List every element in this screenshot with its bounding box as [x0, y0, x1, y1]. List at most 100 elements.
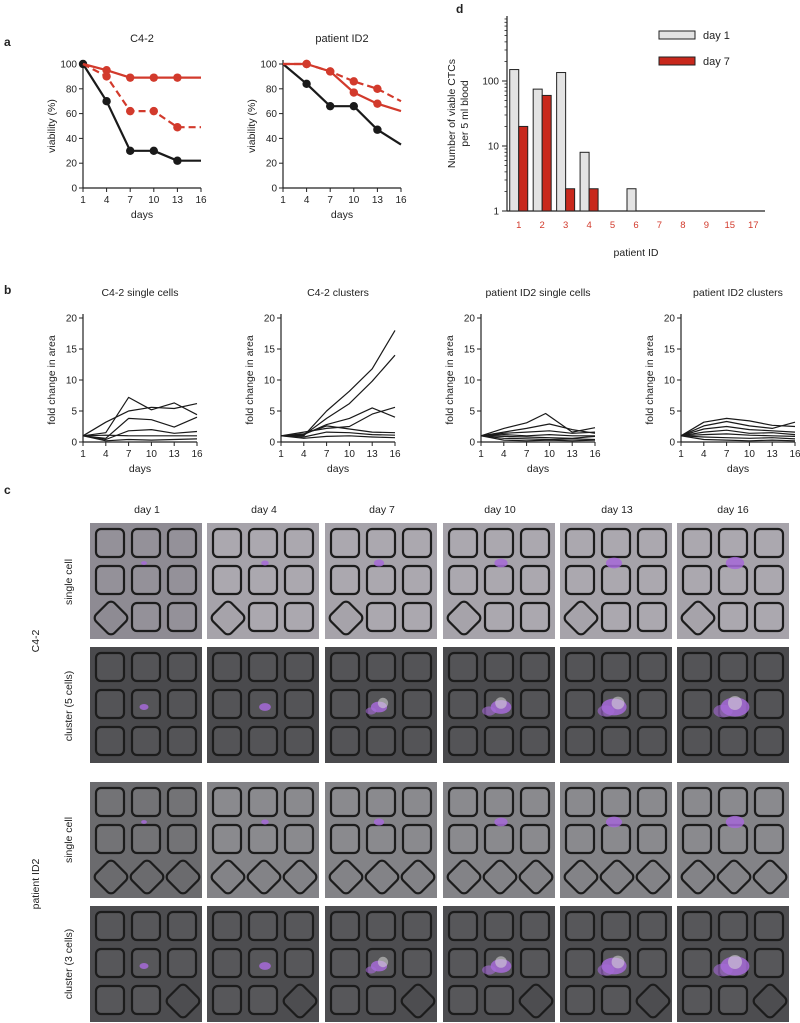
microwell	[447, 910, 479, 942]
data-point	[149, 106, 158, 116]
bar-day-7	[541, 94, 552, 212]
microwell	[283, 823, 315, 855]
microwell-diamond	[210, 859, 246, 895]
cell-signal	[605, 557, 623, 569]
microwell	[365, 527, 397, 559]
micrograph-tile	[443, 647, 555, 763]
microwell	[636, 725, 668, 757]
cell-signal	[373, 559, 385, 567]
x-tick-label: 16	[389, 449, 401, 460]
microwell	[211, 688, 243, 720]
x-tick-label: 4	[104, 195, 110, 206]
micrograph-tile	[90, 906, 202, 1022]
microwell	[519, 688, 551, 720]
series-line-1	[82, 396, 198, 437]
y-tick-label: 0	[271, 184, 277, 195]
series-line-3	[480, 430, 596, 437]
x-tick-label: 2	[540, 220, 545, 231]
column-label-day13: day 13	[601, 504, 633, 516]
microwell	[717, 564, 749, 596]
microwell	[283, 527, 315, 559]
x-tick-label: 7	[724, 449, 730, 460]
series-line-5	[680, 433, 796, 437]
microwell	[564, 527, 596, 559]
micrograph-tile	[90, 523, 202, 639]
y-axis-label-line2: per 5 ml blood	[459, 80, 471, 147]
microwell-diamond	[563, 600, 599, 636]
bar-day-1	[626, 188, 637, 212]
microwell	[564, 823, 596, 855]
microwell	[519, 601, 551, 633]
bar-day-7	[588, 188, 599, 212]
data-point	[173, 156, 182, 165]
tile-background	[560, 523, 672, 639]
microwell-diamond	[400, 983, 436, 1019]
data-point	[173, 73, 182, 82]
bar-day-1	[509, 69, 520, 212]
microwell	[247, 786, 279, 818]
data-point	[102, 72, 111, 81]
microwell	[329, 984, 361, 1016]
y-tick-label: 20	[66, 159, 78, 170]
microwell	[564, 786, 596, 818]
x-tick-label: 6	[633, 220, 638, 231]
y-tick-label: 15	[66, 345, 78, 356]
bar-day-7	[518, 125, 529, 212]
microwell	[365, 984, 397, 1016]
microwell-diamond	[680, 600, 716, 636]
x-tick-label: 10	[348, 195, 360, 206]
microwell	[94, 688, 126, 720]
cell-body	[611, 955, 625, 969]
micrograph-tile	[560, 782, 672, 898]
micrograph-tile	[677, 906, 789, 1022]
cell-signal	[482, 706, 496, 716]
y-tick-label: 5	[469, 407, 475, 418]
data-point	[373, 99, 382, 108]
microwell	[211, 527, 243, 559]
microwell	[753, 601, 785, 633]
x-tick-label: 7	[126, 449, 132, 460]
microwell	[211, 947, 243, 979]
y-tick-label: 20	[266, 159, 278, 170]
microwell	[365, 910, 397, 942]
microwell	[717, 984, 749, 1016]
cell-body	[728, 955, 742, 969]
microwell	[130, 725, 162, 757]
microwell	[247, 564, 279, 596]
chart-title: C4-2	[130, 33, 154, 45]
microwell	[483, 527, 515, 559]
microwell	[681, 984, 713, 1016]
data-point	[126, 73, 135, 82]
y-tick-label: 10	[264, 376, 276, 387]
cell-signal	[482, 965, 496, 975]
microwell-diamond	[752, 859, 788, 895]
tile-background	[677, 782, 789, 898]
microwell	[600, 725, 632, 757]
microwell	[130, 564, 162, 596]
microwell	[365, 601, 397, 633]
microwell	[483, 651, 515, 683]
microwell	[401, 688, 433, 720]
micrograph-tile	[207, 906, 319, 1022]
microwell	[401, 910, 433, 942]
data-point	[302, 59, 311, 69]
microwell	[681, 823, 713, 855]
microwell	[447, 823, 479, 855]
microwell	[166, 725, 198, 757]
cell-signal	[597, 705, 615, 717]
microwell	[283, 910, 315, 942]
series-line-6	[680, 435, 796, 440]
microwell	[519, 910, 551, 942]
series-line-3	[82, 416, 198, 439]
microwell	[519, 527, 551, 559]
cell-signal	[261, 819, 269, 825]
series-line-6	[82, 435, 198, 442]
series-line-6	[480, 435, 596, 441]
data-point	[173, 123, 182, 132]
x-tick-label: 4	[701, 449, 707, 460]
microwell	[447, 651, 479, 683]
tile-background	[443, 523, 555, 639]
series-line-2	[82, 403, 198, 437]
microwell-diamond	[446, 600, 482, 636]
series-line-5	[480, 435, 596, 439]
